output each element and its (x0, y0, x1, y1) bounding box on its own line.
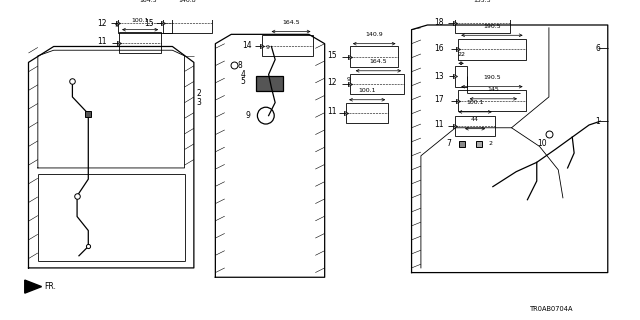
Bar (257, 76, 283, 91)
Text: 164.5: 164.5 (369, 59, 387, 64)
Text: 12: 12 (98, 19, 107, 28)
Text: 11: 11 (328, 108, 337, 116)
Text: 13: 13 (434, 72, 444, 81)
Bar (456, 13, 509, 33)
Text: 14: 14 (243, 41, 252, 50)
Text: 11: 11 (434, 120, 444, 130)
Text: 15: 15 (328, 51, 337, 60)
Bar (456, 116, 495, 136)
Bar (163, 13, 212, 33)
Text: 16: 16 (434, 44, 444, 53)
Bar (262, 35, 314, 56)
Text: 15: 15 (145, 19, 154, 28)
Text: 4: 4 (241, 70, 246, 79)
Text: 7: 7 (446, 139, 451, 148)
Bar (119, 32, 161, 53)
Text: 190.5: 190.5 (483, 24, 500, 29)
Text: 3: 3 (196, 98, 202, 107)
Bar (118, 13, 172, 33)
Text: 18: 18 (434, 18, 444, 27)
Bar (458, 90, 525, 111)
Text: 44: 44 (471, 117, 479, 122)
Text: 155.3: 155.3 (474, 0, 492, 3)
Text: 100.1: 100.1 (131, 18, 149, 23)
Text: 9: 9 (115, 23, 118, 28)
Text: 12: 12 (328, 78, 337, 87)
Text: 100.1: 100.1 (358, 88, 376, 93)
Text: 10: 10 (537, 139, 547, 148)
Bar (456, 66, 467, 87)
Text: 8: 8 (238, 61, 243, 70)
Text: 140.9: 140.9 (365, 32, 383, 37)
Bar (346, 102, 388, 123)
Text: FR.: FR. (44, 282, 56, 291)
Text: 9: 9 (245, 111, 250, 120)
Text: 6: 6 (595, 44, 600, 53)
Text: 164.5: 164.5 (140, 0, 157, 3)
Bar (458, 39, 525, 60)
Text: 2: 2 (488, 141, 492, 146)
Text: 22: 22 (457, 52, 465, 57)
Text: 11: 11 (98, 37, 107, 46)
Bar (350, 74, 404, 94)
Text: 5: 5 (241, 77, 246, 86)
Text: TR0AB0704A: TR0AB0704A (530, 306, 573, 312)
Text: 2: 2 (196, 89, 202, 98)
Bar (350, 46, 399, 67)
Text: 190.5: 190.5 (483, 75, 500, 80)
Text: 164.5: 164.5 (282, 20, 300, 25)
Text: 1: 1 (596, 117, 600, 126)
Text: 100.1: 100.1 (467, 100, 484, 105)
Text: 145: 145 (488, 87, 499, 92)
Text: 9: 9 (266, 45, 270, 50)
Text: 140.8: 140.8 (179, 0, 196, 3)
Text: 17: 17 (434, 95, 444, 104)
Polygon shape (25, 280, 42, 293)
Text: 9: 9 (346, 77, 350, 82)
